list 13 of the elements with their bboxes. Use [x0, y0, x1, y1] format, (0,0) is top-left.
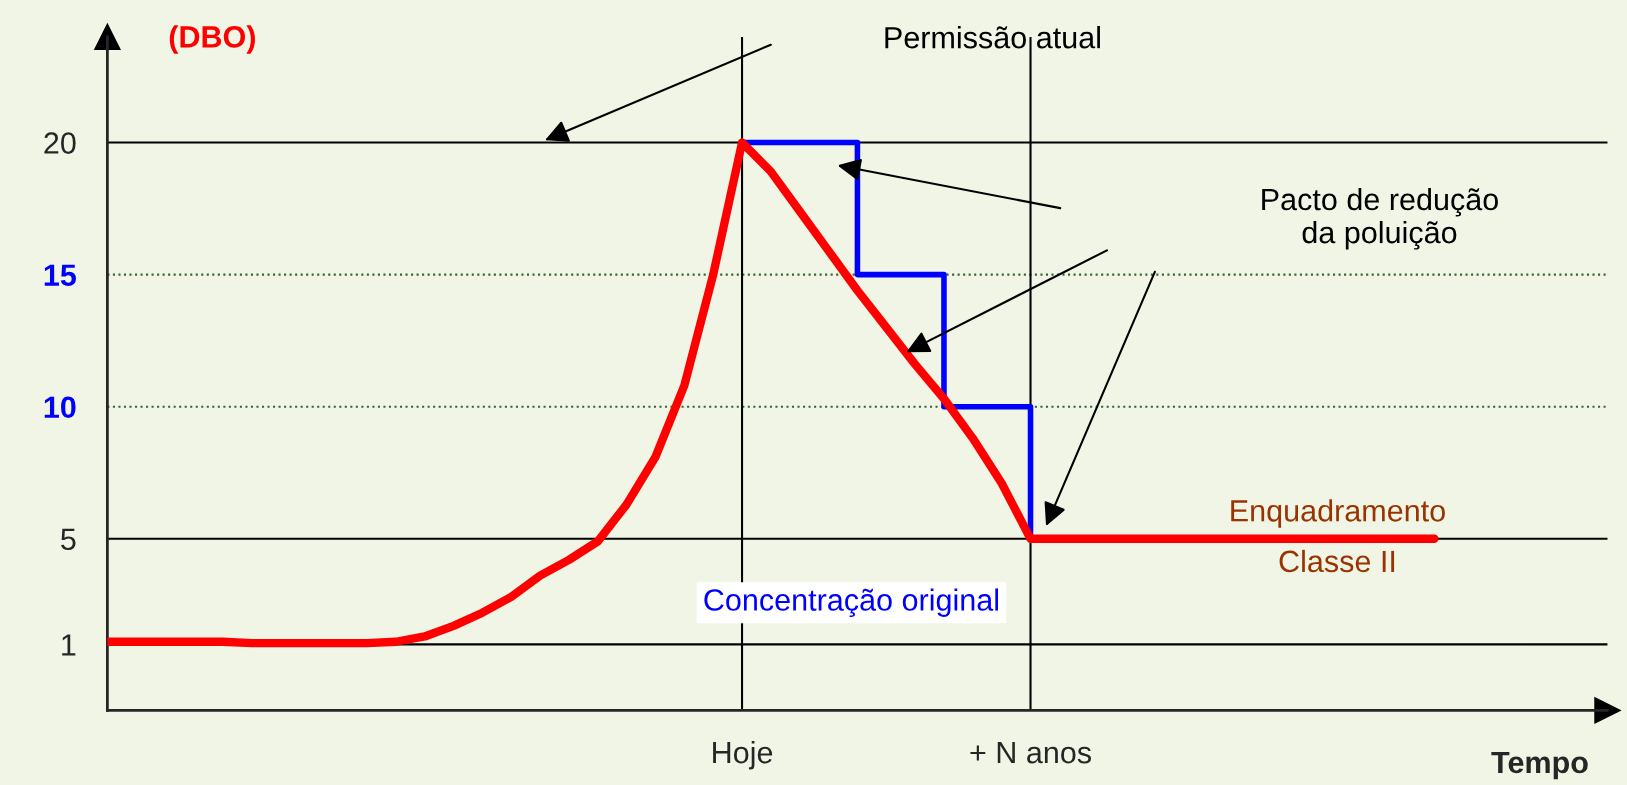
annotation: Enquadramento Classe II [1231, 499, 1445, 573]
annotation: Pacto de redução da poluição [1262, 187, 1498, 250]
y-tick-label: 1 [62, 634, 76, 656]
y-tick-label: 20 [44, 132, 76, 154]
annotation: Permissão atual [885, 26, 1100, 49]
x-tick-label: + N anos [970, 742, 1091, 764]
x-tick-label: Hoje [713, 740, 773, 770]
y-axis-title: (DBO) [169, 25, 255, 54]
y-tick-label: 10 [44, 396, 76, 419]
annotation: Concentração original [704, 588, 999, 618]
x-axis-title: Tempo [1491, 751, 1588, 780]
y-tick-label: 5 [61, 528, 76, 551]
y-tick-label: 15 [44, 264, 76, 286]
